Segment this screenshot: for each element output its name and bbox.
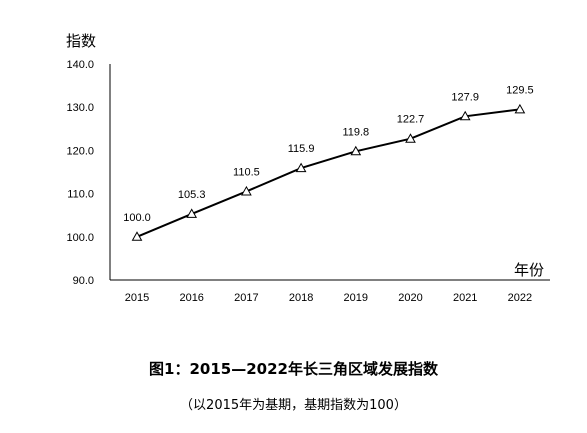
data-point-marker — [350, 145, 362, 156]
data-label: 100.0 — [123, 212, 151, 224]
y-tick-label: 130.0 — [66, 102, 94, 114]
chart-subtitle: （以2015年为基期，基期指数为100） — [180, 398, 407, 413]
data-point-marker — [131, 231, 143, 241]
x-tick-label: 2020 — [398, 292, 422, 304]
x-tick-label: 2015 — [125, 292, 149, 304]
x-tick-label: 2017 — [234, 292, 258, 304]
series-line — [136, 108, 521, 238]
y-tick-label: 120.0 — [66, 145, 94, 157]
x-tick-labels: 2015 2016 2017 2018 2019 2020 2021 2022 — [125, 292, 532, 304]
data-label: 119.8 — [342, 126, 369, 138]
x-tick-label: 2016 — [179, 292, 203, 304]
x-tick-label: 2021 — [453, 292, 477, 304]
line-chart: 指数 年份 90.0 100.0 110.0 120.0 130.0 140.0 2015… — [66, 32, 550, 304]
data-labels: 100.0 105.3 110.5 115.9 119.8 122.7 127.9 129.5 — [123, 84, 533, 223]
y-tick-label: 90.0 — [73, 275, 94, 287]
y-axis-title: 指数 — [66, 32, 96, 50]
data-markers — [131, 103, 526, 241]
chart-title: 图1：2015—2022年长三角区域发展指数 — [149, 360, 438, 378]
data-label: 110.5 — [233, 166, 260, 178]
data-point-marker — [405, 133, 416, 143]
data-point-marker — [295, 162, 307, 173]
x-axis-title: 年份 — [514, 261, 544, 279]
data-label: 115.9 — [288, 143, 315, 155]
y-tick-label: 100.0 — [66, 232, 94, 244]
data-label: 127.9 — [451, 91, 479, 103]
data-label: 122.7 — [397, 114, 425, 126]
y-tick-label: 140.0 — [66, 59, 94, 71]
data-point-marker — [459, 110, 471, 121]
data-point-marker — [186, 208, 198, 218]
x-tick-label: 2019 — [344, 292, 368, 304]
data-point-marker — [514, 103, 526, 114]
data-label: 105.3 — [178, 189, 206, 201]
data-point-marker — [241, 185, 252, 196]
x-tick-label: 2018 — [289, 292, 313, 304]
y-tick-label: 110.0 — [67, 189, 94, 201]
y-tick-labels: 90.0 100.0 110.0 120.0 130.0 140.0 — [66, 59, 94, 287]
x-tick-label: 2022 — [508, 292, 532, 304]
data-label: 129.5 — [506, 84, 534, 96]
